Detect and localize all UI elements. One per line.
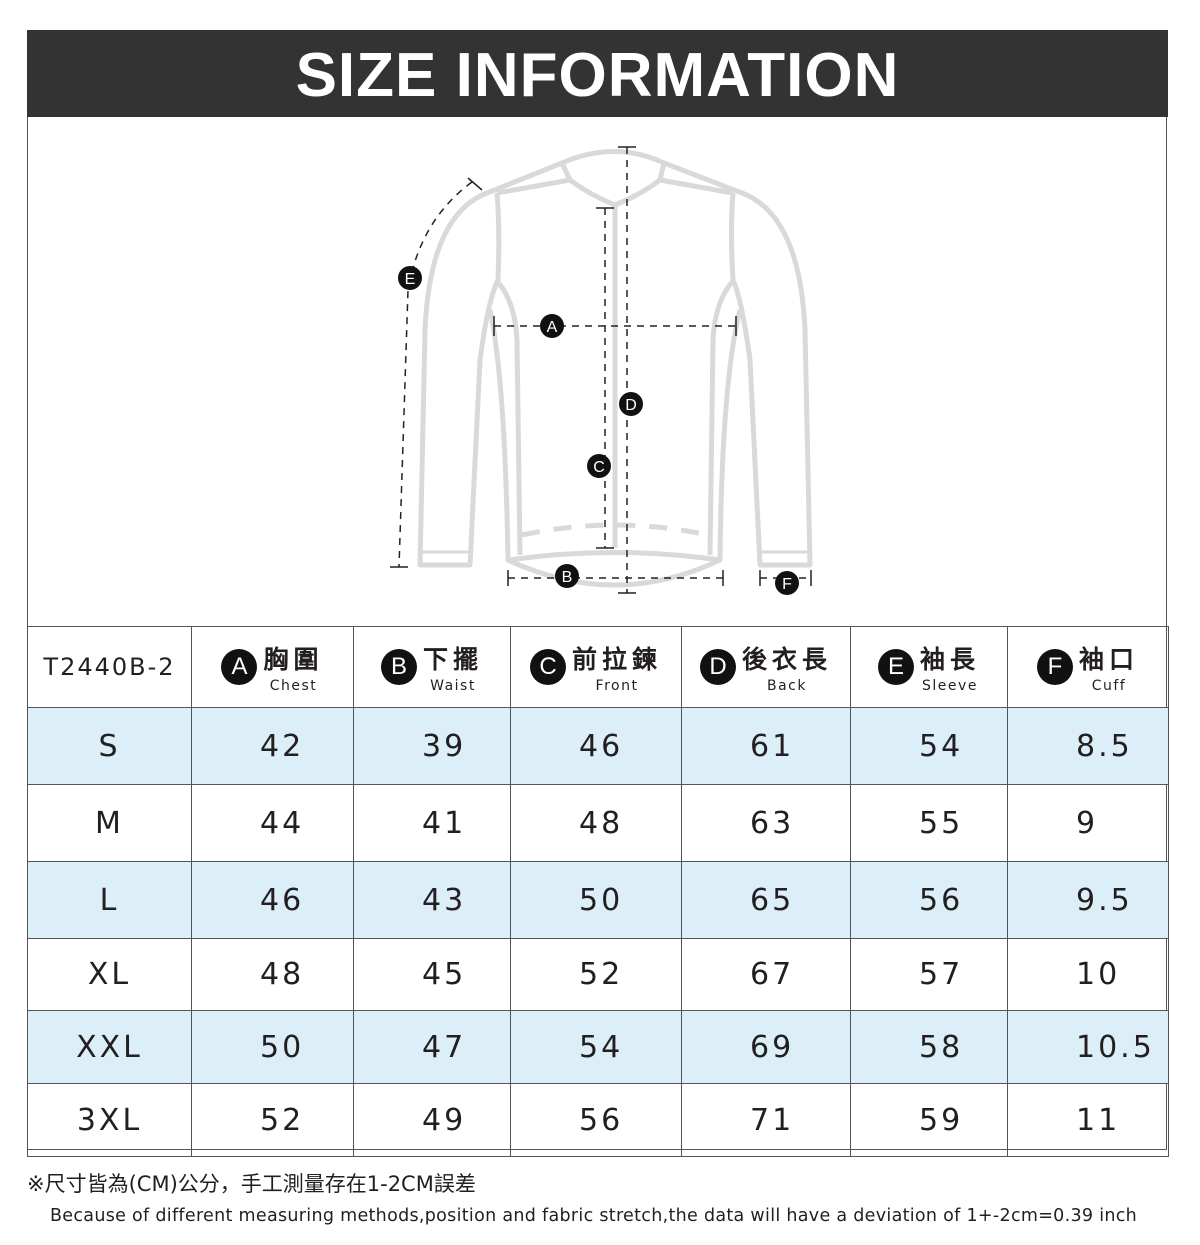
marker-f: F <box>775 571 799 595</box>
header-zh: 袖口 <box>1078 645 1139 674</box>
table-row: XXL 50 47 54 69 58 10.5 <box>27 1010 1169 1084</box>
svg-text:A: A <box>547 319 558 336</box>
value-cell: 63 <box>681 784 851 862</box>
value-cell: 52 <box>510 938 682 1011</box>
header-en: Cuff <box>1091 678 1127 694</box>
header-en: Back <box>766 678 807 694</box>
header-zh: 胸圍 <box>263 645 324 674</box>
col-header-sleeve: E 袖長 Sleeve <box>850 626 1008 708</box>
jacket-diagram: A B C D E F <box>390 146 813 595</box>
svg-text:E: E <box>405 271 416 288</box>
size-cell: XXL <box>27 1010 192 1084</box>
badge-b: B <box>380 649 417 685</box>
size-cell: M <box>27 784 192 862</box>
badge-a: A <box>221 649 258 685</box>
col-header-back: D 後衣長 Back <box>681 626 851 708</box>
col-header-front: C 前拉鍊 Front <box>510 626 682 708</box>
value-cell: 43 <box>353 861 511 939</box>
table-row: S 42 39 46 61 54 8.5 <box>27 707 1169 785</box>
value-cell: 54 <box>510 1010 682 1084</box>
value-cell: 50 <box>510 861 682 939</box>
value-cell: 61 <box>681 707 851 785</box>
value-cell: 45 <box>353 938 511 1011</box>
value-cell: 58 <box>850 1010 1008 1084</box>
badge-d: D <box>699 649 736 685</box>
note-english: Because of different measuring methods,p… <box>50 1206 1138 1226</box>
header-en: Front <box>595 678 639 694</box>
header-zh: 前拉鍊 <box>571 645 662 674</box>
value-cell: 11 <box>1007 1083 1169 1157</box>
value-cell: 50 <box>191 1010 354 1084</box>
svg-text:F: F <box>782 576 792 593</box>
value-cell: 46 <box>510 707 682 785</box>
header-en: Sleeve <box>922 678 978 694</box>
value-cell: 41 <box>353 784 511 862</box>
value-cell: 52 <box>191 1083 354 1157</box>
measure-ticks <box>390 146 812 594</box>
page-title: SIZE INFORMATION <box>27 30 1168 117</box>
table-row: L 46 43 50 65 56 9.5 <box>27 861 1169 939</box>
value-cell: 71 <box>681 1083 851 1157</box>
col-header-waist: B 下擺 Waist <box>353 626 511 708</box>
table-row: M 44 41 48 63 55 9 <box>27 784 1169 862</box>
size-table: T2440B-2 A 胸圍 Chest B 下擺 Waist C 前拉鍊 Front D 後衣… <box>27 626 1169 1157</box>
model-code: T2440B-2 <box>27 626 192 708</box>
size-cell: 3XL <box>27 1083 192 1157</box>
value-cell: 49 <box>353 1083 511 1157</box>
header-zh: 後衣長 <box>741 645 832 674</box>
value-cell: 44 <box>191 784 354 862</box>
svg-text:C: C <box>593 459 605 476</box>
value-cell: 9.5 <box>1007 861 1169 939</box>
value-cell: 54 <box>850 707 1008 785</box>
value-cell: 56 <box>510 1083 682 1157</box>
value-cell: 67 <box>681 938 851 1011</box>
svg-text:D: D <box>625 397 637 414</box>
table-row: XL 48 45 52 67 57 10 <box>27 938 1169 1011</box>
badge-c: C <box>529 649 566 685</box>
header-zh: 袖長 <box>919 645 980 674</box>
value-cell: 46 <box>191 861 354 939</box>
value-cell: 42 <box>191 707 354 785</box>
table-row: 3XL 52 49 56 71 59 11 <box>27 1083 1169 1157</box>
marker-d: D <box>619 392 643 416</box>
value-cell: 57 <box>850 938 1008 1011</box>
header-zh: 下擺 <box>422 645 483 674</box>
value-cell: 56 <box>850 861 1008 939</box>
marker-c: C <box>587 454 611 478</box>
svg-text:B: B <box>562 569 573 586</box>
value-cell: 48 <box>510 784 682 862</box>
size-cell: XL <box>27 938 192 1011</box>
marker-e: E <box>398 266 422 290</box>
jacket-outline <box>417 149 813 588</box>
size-cell: S <box>27 707 192 785</box>
value-cell: 10 <box>1007 938 1169 1011</box>
header-en: Chest <box>269 678 318 694</box>
col-header-cuff: F 袖口 Cuff <box>1007 626 1169 708</box>
value-cell: 10.5 <box>1007 1010 1169 1084</box>
badge-e: E <box>877 649 914 685</box>
marker-b: B <box>555 564 579 588</box>
value-cell: 9 <box>1007 784 1169 862</box>
size-cell: L <box>27 861 192 939</box>
header-en: Waist <box>430 678 476 694</box>
col-header-chest: A 胸圍 Chest <box>191 626 354 708</box>
value-cell: 39 <box>353 707 511 785</box>
value-cell: 55 <box>850 784 1008 862</box>
table-header-row: T2440B-2 A 胸圍 Chest B 下擺 Waist C 前拉鍊 Front D 後衣… <box>27 626 1169 708</box>
value-cell: 59 <box>850 1083 1008 1157</box>
value-cell: 47 <box>353 1010 511 1084</box>
value-cell: 65 <box>681 861 851 939</box>
value-cell: 69 <box>681 1010 851 1084</box>
badge-f: F <box>1036 649 1073 685</box>
note-chinese: ※尺寸皆為(CM)公分，手工測量存在1-2CM誤差 <box>27 1172 476 1196</box>
value-cell: 48 <box>191 938 354 1011</box>
marker-a: A <box>540 314 564 338</box>
value-cell: 8.5 <box>1007 707 1169 785</box>
